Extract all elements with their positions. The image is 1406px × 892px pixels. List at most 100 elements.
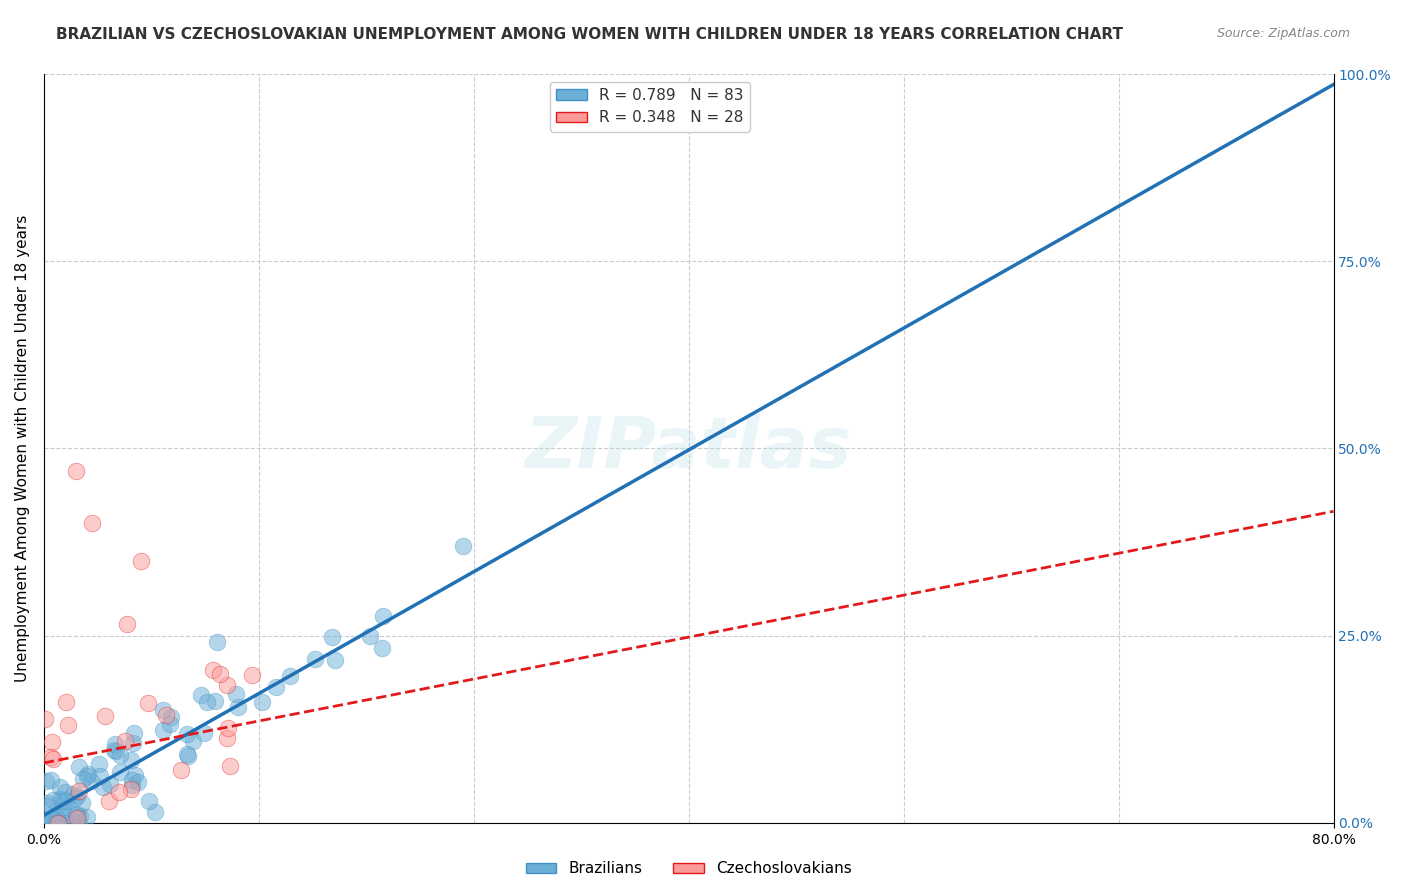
- Brazilians: [77, 766, 100, 780]
- Brazilians: [371, 608, 394, 623]
- Brazilians: [124, 768, 146, 782]
- Czechoslovakians: [34, 712, 56, 726]
- Brazilians: [65, 807, 87, 822]
- Brazilians: [205, 634, 228, 648]
- Brazilians: [72, 772, 94, 787]
- Brazilians: [98, 777, 121, 791]
- Brazilians: [177, 748, 200, 763]
- Text: BRAZILIAN VS CZECHOSLOVAKIAN UNEMPLOYMENT AMONG WOMEN WITH CHILDREN UNDER 18 YEA: BRAZILIAN VS CZECHOSLOVAKIAN UNEMPLOYMEN…: [56, 27, 1123, 42]
- Brazilians: [159, 717, 181, 731]
- Czechoslovakians: [217, 678, 239, 692]
- Brazilians: [91, 780, 114, 794]
- Czechoslovakians: [82, 516, 104, 531]
- Brazilians: [56, 815, 79, 830]
- Czechoslovakians: [170, 763, 193, 777]
- Brazilians: [120, 753, 142, 767]
- Brazilians: [359, 629, 381, 643]
- Brazilians: [37, 815, 59, 830]
- Czechoslovakians: [202, 664, 225, 678]
- Brazilians: [152, 703, 174, 717]
- Brazilians: [304, 652, 326, 666]
- Brazilians: [152, 723, 174, 737]
- Brazilians: [53, 802, 76, 816]
- Czechoslovakians: [56, 718, 79, 732]
- Czechoslovakians: [65, 464, 87, 478]
- Brazilians: [38, 815, 60, 830]
- Y-axis label: Unemployment Among Women with Children Under 18 years: Unemployment Among Women with Children U…: [15, 215, 30, 682]
- Brazilians: [280, 668, 302, 682]
- Czechoslovakians: [240, 668, 263, 682]
- Brazilians: [87, 757, 110, 772]
- Brazilians: [48, 815, 70, 830]
- Brazilians: [67, 815, 90, 830]
- Brazilians: [49, 792, 72, 806]
- Brazilians: [76, 769, 98, 783]
- Czechoslovakians: [67, 784, 90, 798]
- Brazilians: [104, 737, 127, 751]
- Brazilians: [45, 810, 67, 824]
- Czechoslovakians: [55, 695, 77, 709]
- Brazilians: [80, 773, 103, 788]
- Brazilians: [52, 806, 75, 821]
- Brazilians: [37, 796, 59, 810]
- Brazilians: [70, 796, 93, 810]
- Brazilians: [52, 798, 75, 813]
- Brazilians: [176, 727, 198, 741]
- Brazilians: [41, 813, 63, 827]
- Brazilians: [66, 789, 89, 803]
- Brazilians: [190, 689, 212, 703]
- Legend: Brazilians, Czechoslovakians: Brazilians, Czechoslovakians: [520, 855, 858, 882]
- Czechoslovakians: [98, 794, 121, 808]
- Brazilians: [193, 726, 215, 740]
- Czechoslovakians: [93, 709, 115, 723]
- Czechoslovakians: [217, 731, 239, 745]
- Brazilians: [124, 726, 146, 740]
- Brazilians: [121, 773, 143, 788]
- Brazilians: [39, 812, 62, 826]
- Brazilians: [48, 815, 70, 830]
- Brazilians: [51, 794, 73, 808]
- Brazilians: [53, 795, 76, 809]
- Brazilians: [62, 787, 84, 801]
- Brazilians: [145, 805, 167, 819]
- Brazilians: [204, 694, 226, 708]
- Text: ZIPatlas: ZIPatlas: [524, 414, 852, 483]
- Brazilians: [34, 815, 56, 830]
- Brazilians: [110, 765, 132, 780]
- Czechoslovakians: [155, 708, 177, 723]
- Czechoslovakians: [41, 752, 63, 766]
- Brazilians: [195, 695, 218, 709]
- Czechoslovakians: [39, 750, 62, 764]
- Brazilians: [138, 794, 160, 808]
- Brazilians: [451, 540, 474, 554]
- Brazilians: [35, 773, 58, 788]
- Brazilians: [104, 744, 127, 758]
- Czechoslovakians: [41, 735, 63, 749]
- Brazilians: [52, 815, 75, 830]
- Brazilians: [264, 681, 287, 695]
- Brazilians: [66, 807, 89, 822]
- Brazilians: [37, 798, 59, 813]
- Brazilians: [250, 695, 273, 709]
- Czechoslovakians: [136, 696, 159, 710]
- Brazilians: [42, 792, 65, 806]
- Brazilians: [76, 810, 98, 824]
- Czechoslovakians: [129, 554, 152, 568]
- Czechoslovakians: [66, 811, 89, 825]
- Brazilians: [45, 815, 67, 830]
- Brazilians: [321, 630, 343, 644]
- Brazilians: [121, 779, 143, 793]
- Brazilians: [89, 769, 111, 783]
- Czechoslovakians: [120, 781, 142, 796]
- Brazilians: [323, 652, 346, 666]
- Brazilians: [121, 736, 143, 750]
- Brazilians: [49, 780, 72, 795]
- Brazilians: [127, 775, 149, 789]
- Brazilians: [181, 733, 204, 747]
- Czechoslovakians: [108, 784, 131, 798]
- Brazilians: [370, 640, 392, 655]
- Brazilians: [103, 743, 125, 757]
- Brazilians: [108, 748, 131, 763]
- Czechoslovakians: [114, 733, 136, 747]
- Brazilians: [67, 760, 90, 774]
